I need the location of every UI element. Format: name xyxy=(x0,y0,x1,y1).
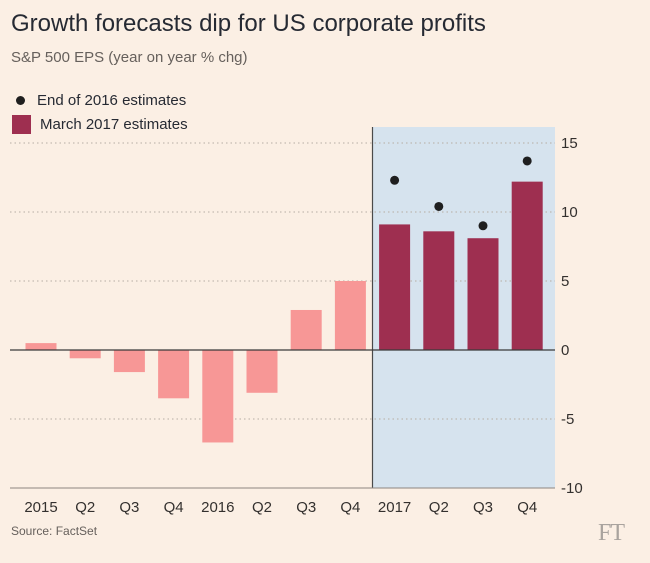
bar xyxy=(113,350,145,373)
y-tick-label: -5 xyxy=(561,411,574,428)
legend-dot-marker xyxy=(16,95,25,105)
legend: End of 2016 estimates March 2017 estimat… xyxy=(12,88,188,136)
x-tick-label: Q2 xyxy=(75,499,95,516)
x-tick-label: Q2 xyxy=(252,499,272,516)
y-tick-label: 0 xyxy=(561,342,569,359)
legend-item-dots: End of 2016 estimates xyxy=(12,88,188,112)
x-tick-label: Q3 xyxy=(473,499,493,516)
bar xyxy=(467,238,499,350)
legend-label-bars: March 2017 estimates xyxy=(40,115,188,133)
y-tick-label: 5 xyxy=(561,273,569,290)
x-tick-label: Q2 xyxy=(429,499,449,516)
bar xyxy=(158,350,190,399)
chart-subtitle: S&P 500 EPS (year on year % chg) xyxy=(11,49,248,66)
y-tick-label: 15 xyxy=(561,135,578,152)
bar xyxy=(69,350,101,359)
bar xyxy=(511,181,543,350)
x-tick-label: Q3 xyxy=(296,499,316,516)
x-tick-label: Q4 xyxy=(517,499,537,516)
x-tick-label: Q4 xyxy=(340,499,360,516)
estimate-dot xyxy=(522,156,532,166)
estimate-dot xyxy=(434,201,444,211)
bar xyxy=(290,309,322,350)
x-tick-label: 2017 xyxy=(378,499,411,516)
bar xyxy=(202,350,234,443)
bar xyxy=(334,281,366,350)
x-tick-label: Q4 xyxy=(164,499,184,516)
bar xyxy=(423,231,455,350)
y-tick-label: -10 xyxy=(561,480,583,497)
ft-logo: FT xyxy=(598,520,625,546)
source-note: Source: FactSet xyxy=(11,524,98,538)
bar xyxy=(25,343,57,350)
legend-label-dots: End of 2016 estimates xyxy=(37,91,187,109)
estimate-dot xyxy=(478,221,488,231)
x-tick-label: 2015 xyxy=(24,499,57,516)
bar xyxy=(379,224,411,350)
x-tick-label: 2016 xyxy=(201,499,234,516)
estimate-dot xyxy=(390,175,400,185)
x-tick-label: Q3 xyxy=(119,499,139,516)
legend-bar-swatch xyxy=(12,114,31,134)
legend-item-bars: March 2017 estimates xyxy=(12,112,188,136)
y-tick-label: 10 xyxy=(561,204,578,221)
bar xyxy=(246,350,278,393)
chart-title: Growth forecasts dip for US corporate pr… xyxy=(11,10,486,37)
